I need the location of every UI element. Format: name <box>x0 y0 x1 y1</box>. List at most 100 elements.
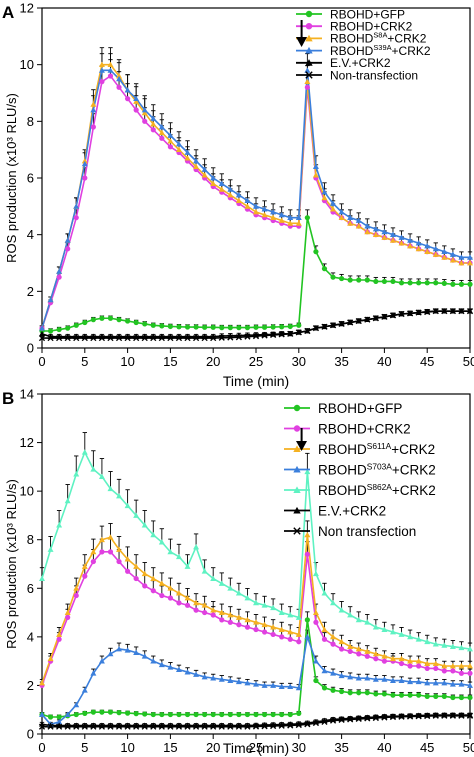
panel-a-series-6-point <box>458 308 465 315</box>
panel-b-series-2-point <box>373 656 379 662</box>
panel-b-series-3-point <box>227 612 234 618</box>
panel-a-series-5-point <box>124 333 131 340</box>
panel-a-series-3-point <box>244 203 251 209</box>
panel-b-ticks: 0 5 10 15 20 25 30 35 40 45 50 0 2 4 6 8 10 12 14 <box>20 387 474 756</box>
panel-b-markers <box>38 449 474 730</box>
panel-b-x-tick-label: 10 <box>120 740 134 755</box>
panel-b-series-5-point <box>441 642 448 648</box>
panel-b-series-3-point <box>175 590 182 596</box>
panel-a-series-2-point <box>142 118 148 124</box>
panel-b-series-5-point <box>175 553 182 560</box>
panel-b-series-7-point <box>347 716 354 723</box>
panel-a-series-5-point <box>90 333 97 340</box>
panel-b-series-6-point <box>227 722 234 728</box>
panel-a-series-6-point <box>218 334 225 341</box>
panel-b-series-7-point <box>432 712 439 719</box>
panel-b-series-1-point <box>458 694 465 701</box>
panel-b-series-6-point <box>47 722 54 728</box>
panel-a-series-6-point <box>415 309 422 316</box>
panel-b-series-4-legend-label: RBOHDS703A+CRK2 <box>318 461 436 477</box>
panel-a-series-4-point <box>441 248 448 255</box>
panel-a-series-3-point <box>141 109 148 116</box>
panel-b-series-5-point <box>227 585 234 591</box>
panel-a-series-1-point <box>381 278 387 285</box>
panel-b-x-axis-label: Time (min) <box>223 740 289 756</box>
panel-b-series-5-point <box>330 599 337 606</box>
panel-b-series-6-point <box>278 721 285 727</box>
panel-b-series-1-point <box>270 711 276 718</box>
panel-a-series-4-point <box>389 231 396 238</box>
panel-b-series-7-point <box>270 722 277 730</box>
panel-a-series-6-point <box>398 310 405 318</box>
panel-b-series-1-point <box>159 711 165 718</box>
panel-a-series-1-legend-marker <box>305 10 313 18</box>
panel-b-series-6-point <box>389 713 396 719</box>
panel-b-series-5-point <box>167 548 174 555</box>
panel-a-series-4-point <box>355 217 362 223</box>
panel-b-series-5-point <box>90 466 97 472</box>
panel-b-series-7-point <box>424 712 431 720</box>
panel-b-series-1-point <box>184 711 191 718</box>
panel-a-y-tick-label: 2 <box>27 284 34 299</box>
panel-b-series-1-point <box>82 710 88 716</box>
panel-b-series-4-point <box>270 682 277 688</box>
panel-a-series-2-point <box>90 124 96 130</box>
panel-a-series-3-point <box>107 61 114 68</box>
panel-a-series-1-point <box>236 325 242 331</box>
panel-a-series-1-point <box>193 324 199 330</box>
panel-a-series-3-point <box>287 220 294 226</box>
panel-a-series-4-point <box>201 166 208 172</box>
panel-a-series-1-point <box>304 215 310 221</box>
panel-b-series-6-point <box>158 722 165 728</box>
panel-b-series-5-point <box>278 609 285 615</box>
panel-b-series-1-point <box>441 693 447 699</box>
panel-a-series-4-point <box>218 180 225 187</box>
panel-b-series-2-point <box>450 668 456 674</box>
panel-a: A 0 5 10 15 20 25 30 35 40 45 50 0 2 4 6 8 10 12 RBOHD+GF… <box>2 1 474 390</box>
panel-b-series-5-point <box>184 563 191 569</box>
panel-a-series-1-point <box>65 325 71 331</box>
panel-b-series-1-point <box>90 709 96 715</box>
panel-b-series-2-point <box>381 658 387 664</box>
panel-b-series-7-point <box>329 717 337 724</box>
panel-b-series-3-point <box>355 646 362 652</box>
panel-a-series-6-point <box>192 334 200 342</box>
panel-a-legend: RBOHD+GFPRBOHD+CRK2RBOHDS8A+CRK2RBOHDS39… <box>296 7 431 82</box>
panel-b-series-4-point <box>321 667 328 674</box>
panel-b-series-4-point <box>227 677 234 683</box>
panel-b-series-4-point <box>304 633 311 640</box>
panel-a-series-1-point <box>467 281 473 287</box>
panel-b-series-6-point <box>193 722 200 728</box>
panel-b-y-tick-label: 8 <box>27 532 34 547</box>
panel-b-series-2-point <box>321 636 328 642</box>
panel-b-series-2-point <box>73 592 79 599</box>
panel-a-series-4-point <box>167 132 174 138</box>
panel-a-series-6-point <box>235 334 242 341</box>
panel-a-series-5-legend-marker <box>305 59 313 66</box>
panel-b-series-6-point <box>56 722 63 728</box>
panel-a-plot-frame <box>41 7 471 349</box>
panel-a-series-6-point <box>364 316 371 323</box>
panel-b-series-7-point <box>64 723 71 730</box>
panel-b-series-5-point <box>321 590 328 596</box>
panel-a-series-3-point <box>158 129 165 136</box>
panel-b-series-5-point <box>133 512 140 518</box>
panel-a-series-4-point <box>261 206 268 212</box>
panel-b-series-7-point <box>304 721 311 728</box>
panel-a-x-tick-label: 35 <box>334 354 348 369</box>
panel-b-series-4-point <box>253 681 259 687</box>
panel-b-series-7-point <box>175 723 183 730</box>
panel-b-series-6-point <box>441 712 448 718</box>
panel-b-series-2-point <box>167 595 173 601</box>
panel-b-series-7-point <box>90 723 97 730</box>
panel-b-series-5-legend-marker <box>293 486 301 493</box>
panel-a-series-6-point <box>133 334 140 342</box>
panel-a-series-1-point <box>159 323 165 329</box>
panel-a-series-1-point <box>99 315 105 321</box>
panel-b-series-5-point <box>407 633 414 640</box>
panel-b-series-4-point <box>330 670 337 676</box>
panel-b-series-6-point <box>415 712 422 718</box>
panel-a-series-4-legend-label: RBOHDS39A+CRK2 <box>330 43 431 58</box>
panel-a-series-4-point <box>133 95 140 102</box>
